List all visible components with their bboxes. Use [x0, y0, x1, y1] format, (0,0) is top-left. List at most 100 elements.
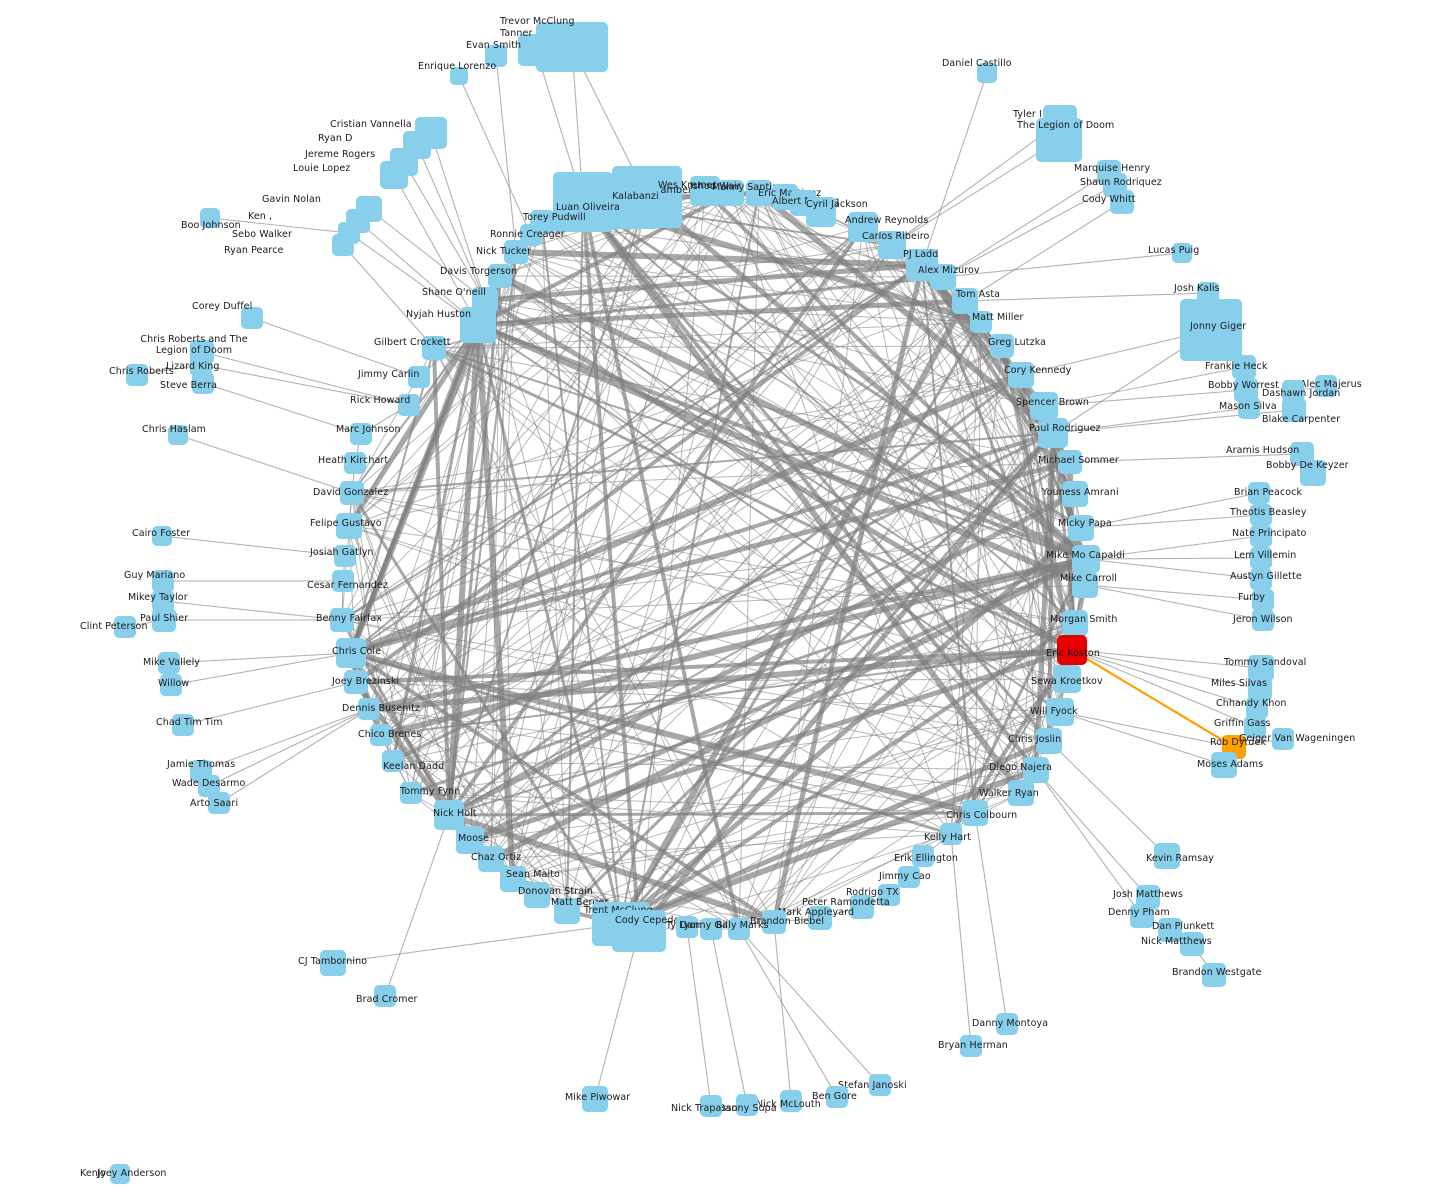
graph-node[interactable]	[398, 394, 420, 416]
graph-node[interactable]	[350, 423, 372, 445]
graph-node[interactable]	[1154, 843, 1180, 869]
graph-node[interactable]	[1300, 460, 1326, 486]
graph-node[interactable]	[952, 288, 978, 314]
graph-node[interactable]	[1246, 697, 1268, 719]
graph-node[interactable]	[960, 1035, 982, 1057]
graph-node[interactable]	[320, 950, 346, 976]
graph-node[interactable]	[898, 866, 920, 888]
graph-node[interactable]	[604, 175, 660, 229]
graph-node[interactable]	[1197, 282, 1219, 304]
graph-node[interactable]	[930, 264, 956, 290]
graph-node[interactable]	[1272, 728, 1294, 750]
graph-node[interactable]	[1057, 635, 1087, 665]
graph-node[interactable]	[1252, 589, 1274, 611]
graph-node[interactable]	[728, 918, 750, 940]
graph-node[interactable]	[152, 526, 172, 546]
graph-node[interactable]	[690, 176, 720, 206]
graph-node[interactable]	[1036, 728, 1062, 754]
graph-node[interactable]	[1250, 568, 1272, 590]
graph-node[interactable]	[485, 45, 507, 67]
graph-node[interactable]	[1282, 398, 1306, 422]
graph-node[interactable]	[970, 311, 992, 333]
graph-node[interactable]	[1036, 118, 1082, 162]
graph-node[interactable]	[762, 910, 786, 934]
graph-node[interactable]	[358, 698, 380, 720]
graph-node[interactable]	[912, 845, 934, 867]
graph-node[interactable]	[700, 1095, 722, 1117]
graph-node[interactable]	[1248, 655, 1274, 681]
graph-node[interactable]	[152, 570, 174, 592]
graph-node[interactable]	[380, 161, 408, 189]
graph-node[interactable]	[1030, 392, 1058, 420]
graph-node[interactable]	[977, 63, 997, 83]
graph-node[interactable]	[340, 481, 364, 505]
graph-node[interactable]	[344, 670, 368, 694]
graph-node[interactable]	[850, 895, 874, 919]
graph-node[interactable]	[114, 616, 136, 638]
graph-node[interactable]	[504, 240, 528, 264]
graph-node[interactable]	[160, 674, 182, 696]
graph-node[interactable]	[736, 1094, 758, 1116]
graph-node[interactable]	[208, 792, 230, 814]
graph-node[interactable]	[1232, 355, 1256, 379]
graph-node[interactable]	[1282, 380, 1304, 402]
graph-node[interactable]	[198, 775, 220, 797]
graph-node[interactable]	[780, 1090, 802, 1112]
graph-node[interactable]	[806, 197, 836, 227]
graph-node[interactable]	[676, 916, 698, 938]
graph-node[interactable]	[1062, 481, 1088, 507]
graph-node[interactable]	[332, 234, 354, 256]
graph-node[interactable]	[344, 452, 366, 474]
graph-node[interactable]	[1250, 547, 1272, 569]
graph-node[interactable]	[422, 336, 446, 360]
graph-node[interactable]	[500, 866, 526, 892]
graph-node[interactable]	[940, 823, 962, 845]
graph-node[interactable]	[374, 985, 396, 1007]
graph-node[interactable]	[1046, 698, 1074, 726]
graph-node[interactable]	[1110, 190, 1134, 214]
graph-node[interactable]	[612, 910, 666, 952]
graph-node[interactable]	[152, 590, 174, 612]
graph-node[interactable]	[1172, 243, 1192, 263]
graph-node[interactable]	[400, 782, 422, 804]
graph-node[interactable]	[1062, 610, 1088, 636]
graph-node[interactable]	[1072, 572, 1098, 598]
graph-node[interactable]	[332, 570, 354, 592]
graph-node[interactable]	[848, 212, 878, 242]
graph-node[interactable]	[1008, 362, 1034, 388]
graph-node[interactable]	[996, 1013, 1018, 1035]
graph-node[interactable]	[1038, 418, 1068, 448]
graph-node[interactable]	[962, 800, 988, 826]
graph-node[interactable]	[554, 898, 580, 924]
graph-node[interactable]	[1053, 665, 1081, 693]
graph-node[interactable]	[1180, 932, 1204, 956]
graph-node[interactable]	[1252, 609, 1274, 631]
graph-node[interactable]	[330, 608, 354, 632]
graph-node[interactable]	[1211, 752, 1237, 778]
graph-node[interactable]	[334, 545, 356, 567]
graph-node[interactable]	[553, 172, 613, 232]
graph-node[interactable]	[1250, 525, 1272, 547]
graph-node[interactable]	[200, 208, 220, 228]
graph-node[interactable]	[1058, 450, 1082, 474]
graph-node[interactable]	[700, 918, 722, 940]
graph-node[interactable]	[450, 67, 468, 85]
graph-node[interactable]	[1202, 963, 1226, 987]
graph-node[interactable]	[408, 366, 430, 388]
graph-node[interactable]	[518, 34, 554, 66]
graph-node[interactable]	[1068, 515, 1094, 541]
graph-node[interactable]	[460, 307, 496, 343]
graph-node[interactable]	[172, 714, 194, 736]
graph-node[interactable]	[478, 846, 504, 872]
graph-node[interactable]	[1244, 716, 1266, 738]
graph-node[interactable]	[190, 354, 212, 376]
graph-node[interactable]	[126, 364, 148, 386]
graph-node[interactable]	[1023, 757, 1049, 783]
graph-node[interactable]	[241, 307, 263, 329]
graph-node[interactable]	[1248, 482, 1270, 504]
graph-node[interactable]	[524, 882, 550, 908]
graph-node[interactable]	[990, 334, 1014, 358]
graph-node[interactable]	[488, 264, 512, 288]
graph-node[interactable]	[869, 1074, 891, 1096]
graph-node[interactable]	[582, 1086, 608, 1112]
